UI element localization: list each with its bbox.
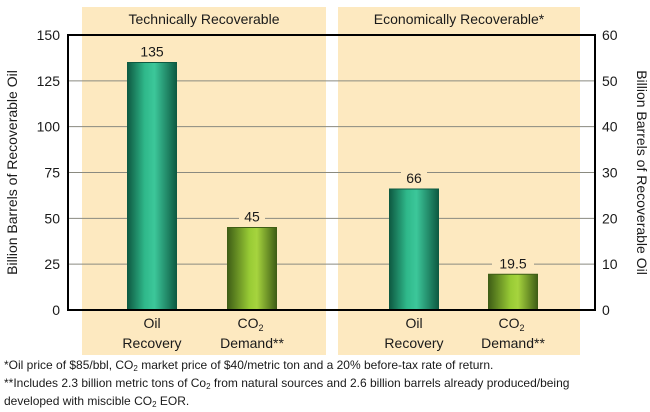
category-label-line2: Recovery bbox=[384, 335, 443, 351]
value-label-background bbox=[401, 169, 427, 185]
bar-chart: Technically Recoverable Economically Reco… bbox=[4, 7, 650, 355]
y-tick-right: 0 bbox=[602, 302, 610, 318]
footnote-3: developed with miscible CO2 EOR. bbox=[4, 394, 190, 409]
y-tick-right: 60 bbox=[602, 27, 618, 43]
y-tick-left: 150 bbox=[37, 27, 61, 43]
bar-co2-demand bbox=[488, 273, 538, 311]
value-label: 66 bbox=[406, 170, 422, 186]
y-tick-right: 40 bbox=[602, 119, 618, 135]
y-tick-left: 75 bbox=[44, 165, 60, 181]
category-label-line2: Demand** bbox=[481, 335, 545, 351]
category-label-line1: Oil bbox=[405, 315, 422, 331]
value-label: 19.5 bbox=[499, 255, 526, 271]
panel-background bbox=[82, 7, 326, 355]
y-tick-right: 30 bbox=[602, 165, 618, 181]
value-label-background bbox=[135, 42, 169, 59]
y-axis-label-left: Billion Barrels of Recoverable Oil bbox=[4, 70, 20, 275]
value-label-background bbox=[492, 254, 534, 271]
category-label-line2: Demand** bbox=[220, 335, 284, 351]
bar-oil-recovery bbox=[127, 62, 177, 311]
footnote-1-text: *Oil price of $85/bbl, CO bbox=[4, 358, 134, 372]
footnote-2: **Includes 2.3 billion metric tons of Co… bbox=[4, 376, 570, 391]
footnote-1-sub: 2 bbox=[133, 364, 138, 373]
footnote-3-text-end: EOR. bbox=[156, 394, 190, 408]
y-tick-left: 0 bbox=[52, 302, 60, 318]
footnote-1: *Oil price of $85/bbl, CO2 market price … bbox=[4, 358, 494, 373]
value-label: 45 bbox=[244, 209, 260, 225]
bar-oil-recovery bbox=[389, 188, 439, 311]
y-axis-label-right: Billion Barrels of Recoverable Oil bbox=[634, 70, 650, 275]
footnote-3-text: developed with miscible CO bbox=[4, 394, 153, 408]
footnote-3-sub: 2 bbox=[152, 400, 157, 409]
footnote-2-text-end: from natural sources and 2.6 billion bar… bbox=[210, 376, 570, 390]
y-tick-left: 25 bbox=[44, 256, 60, 272]
category-label-subscript: 2 bbox=[520, 323, 525, 333]
value-label-background bbox=[239, 207, 265, 224]
value-label: 135 bbox=[140, 44, 164, 60]
category-label-subscript: 2 bbox=[259, 323, 264, 333]
y-tick-right: 10 bbox=[602, 256, 618, 272]
category-label-line1: CO bbox=[499, 315, 520, 331]
y-tick-left: 125 bbox=[37, 73, 61, 89]
category-label-line2: Recovery bbox=[122, 335, 181, 351]
panel-title: Economically Recoverable* bbox=[374, 11, 545, 27]
footnote-2-sub: 2 bbox=[206, 382, 211, 391]
category-label-line1: Oil bbox=[143, 315, 160, 331]
footnote-1-text-end: market price of $40/metric ton and a 20%… bbox=[137, 358, 494, 372]
category-label-line1: CO bbox=[238, 315, 259, 331]
y-tick-left: 50 bbox=[44, 210, 60, 226]
footnote-2-text: **Includes 2.3 billion metric tons of Co bbox=[4, 376, 207, 390]
plot-frame bbox=[67, 34, 596, 311]
panel-title: Technically Recoverable bbox=[129, 11, 280, 27]
panel-background bbox=[338, 7, 580, 355]
y-tick-left: 100 bbox=[37, 119, 61, 135]
bar-co2-demand bbox=[227, 227, 277, 311]
y-tick-right: 20 bbox=[602, 210, 618, 226]
y-tick-right: 50 bbox=[602, 73, 618, 89]
